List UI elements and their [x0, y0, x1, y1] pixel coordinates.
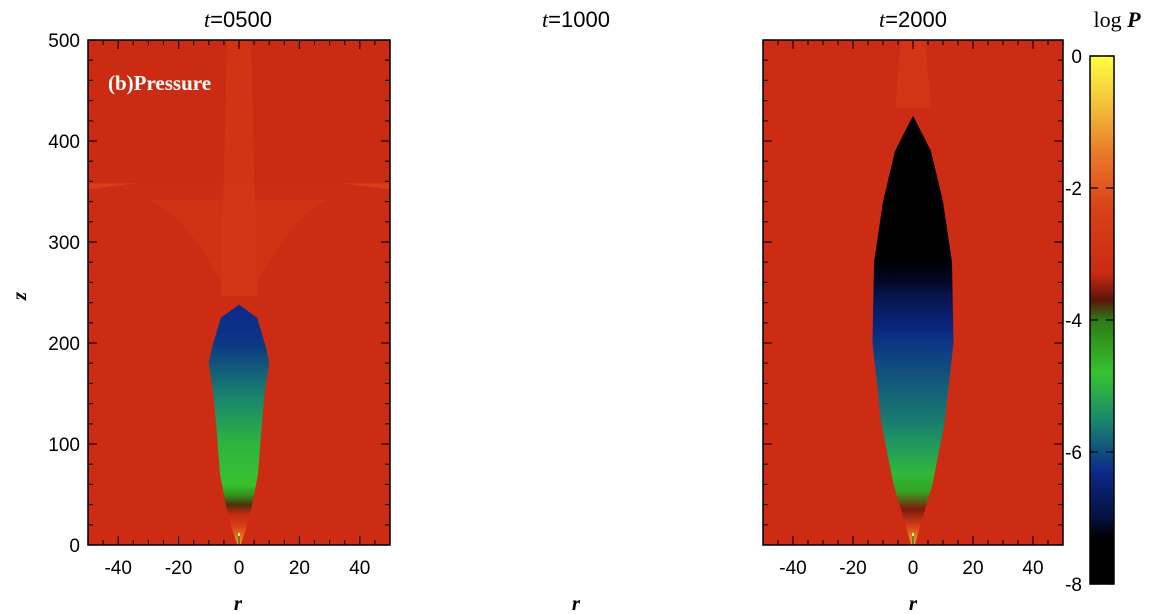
jet-cavity — [872, 115, 954, 545]
panel-t0500: t=0500 (b)Pressure -40 -20 0 20 400100200300… — [7, 7, 391, 614]
heatmap-area — [763, 40, 1063, 545]
colorbar-title: log P — [1093, 7, 1141, 32]
x-tick-label: 0 — [908, 558, 919, 579]
jet-head-plume — [895, 40, 931, 108]
x-tick-label: 20 — [289, 558, 310, 579]
y-axis-label: z — [7, 291, 31, 301]
title-var: t — [204, 7, 211, 32]
colorbar-tick-label: -4 — [1065, 311, 1082, 332]
colorbar-tick-label: 0 — [1071, 47, 1082, 68]
colorbar-title-var: P — [1126, 7, 1141, 32]
x-tick-label: -20 — [839, 558, 866, 579]
title-value: =1000 — [548, 7, 610, 32]
colorbar-tick-label: -2 — [1065, 179, 1082, 200]
panel-t1000: t=1000 -40 -20 0 20 40 r — [542, 7, 1064, 614]
colorbar-ticks: 0 -2 -4 -6 -8 — [1065, 47, 1114, 596]
title-value: =2000 — [885, 7, 947, 32]
y-tick-label: 300 — [48, 233, 80, 254]
x-tick-label: 0 — [234, 558, 245, 579]
figure-label: (b)Pressure — [108, 71, 211, 95]
x-axis-label: r — [572, 591, 581, 614]
y-tick-label: 100 — [48, 435, 80, 456]
panel-title: t=1000 — [542, 7, 610, 32]
y-tick-label: 0 — [69, 536, 80, 557]
axes: -40 -20 0 20 40 — [762, 39, 1064, 579]
y-tick-label: 500 — [48, 31, 80, 52]
title-var: t — [879, 7, 886, 32]
x-tick-label: 40 — [1022, 558, 1043, 579]
x-tick-label: -40 — [779, 558, 806, 579]
panel-title: t=0500 — [204, 7, 272, 32]
x-axis-label: r — [234, 591, 243, 614]
panel-title: t=2000 — [879, 7, 947, 32]
colorbar-tick-label: -8 — [1065, 575, 1082, 596]
x-tick-label: 40 — [349, 558, 370, 579]
title-var: t — [542, 7, 549, 32]
x-axis-label: r — [909, 591, 918, 614]
heatmap-area — [88, 40, 390, 545]
colorbar-title-prefix: log — [1093, 7, 1127, 32]
colorbar: log P 0 -2 -4 -6 -8 — [1065, 7, 1141, 596]
y-tick-label: 200 — [48, 334, 80, 355]
x-tick-label: 20 — [962, 558, 983, 579]
title-value: =0500 — [210, 7, 272, 32]
colorbar-tick-label: -6 — [1065, 443, 1082, 464]
y-tick-label: 400 — [48, 132, 80, 153]
x-tick-label: -40 — [104, 558, 131, 579]
jet-cavity — [208, 304, 270, 545]
panel-t2000: t=2000 r — [879, 7, 947, 614]
jet-head-plume — [220, 40, 258, 297]
x-tick-label: -20 — [165, 558, 192, 579]
